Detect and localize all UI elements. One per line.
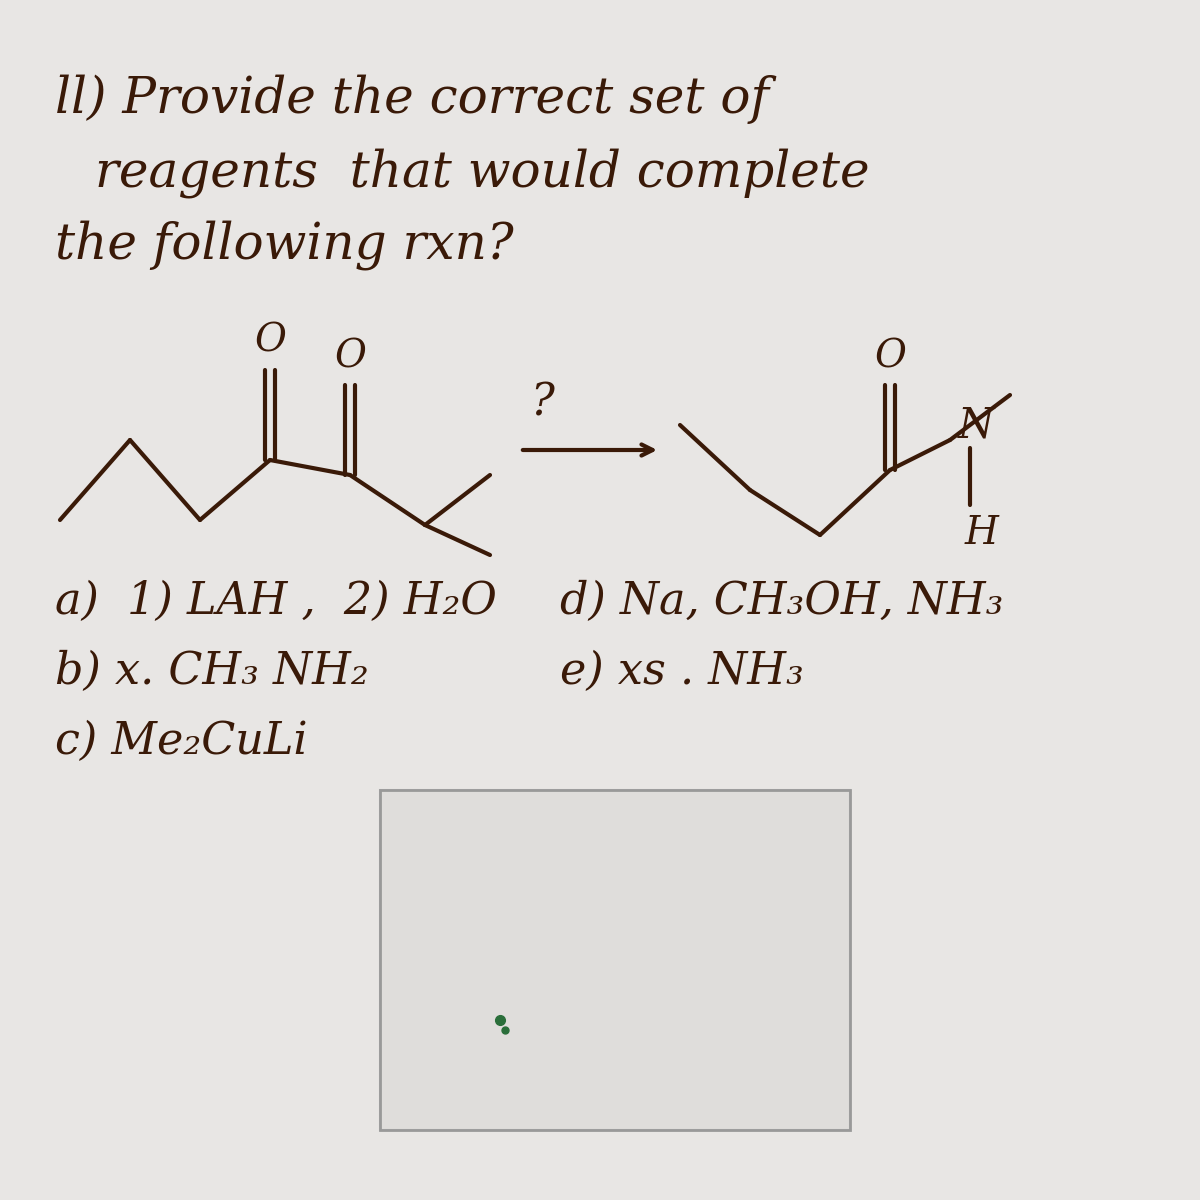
Text: b) x. CH₃ NH₂: b) x. CH₃ NH₂ (55, 650, 368, 694)
Text: O: O (334, 338, 366, 374)
Text: d) Na, CH₃OH, NH₃: d) Na, CH₃OH, NH₃ (560, 580, 1003, 623)
Text: H: H (965, 515, 998, 552)
Text: the following rxn?: the following rxn? (55, 220, 514, 270)
Text: O: O (254, 323, 286, 360)
Text: a)  1) LAH ,  2) H₂O: a) 1) LAH , 2) H₂O (55, 580, 497, 623)
Text: c) Me₂CuLi: c) Me₂CuLi (55, 720, 307, 763)
Bar (380, 790, 850, 1130)
Text: e) xs . NH₃: e) xs . NH₃ (560, 650, 804, 694)
Text: O: O (874, 338, 906, 374)
Bar (380, 790, 850, 1130)
Text: ?: ? (530, 382, 554, 425)
Text: N: N (958, 404, 995, 446)
Text: reagents  that would complete: reagents that would complete (95, 148, 870, 198)
Text: ll) Provide the correct set of: ll) Provide the correct set of (55, 74, 769, 125)
